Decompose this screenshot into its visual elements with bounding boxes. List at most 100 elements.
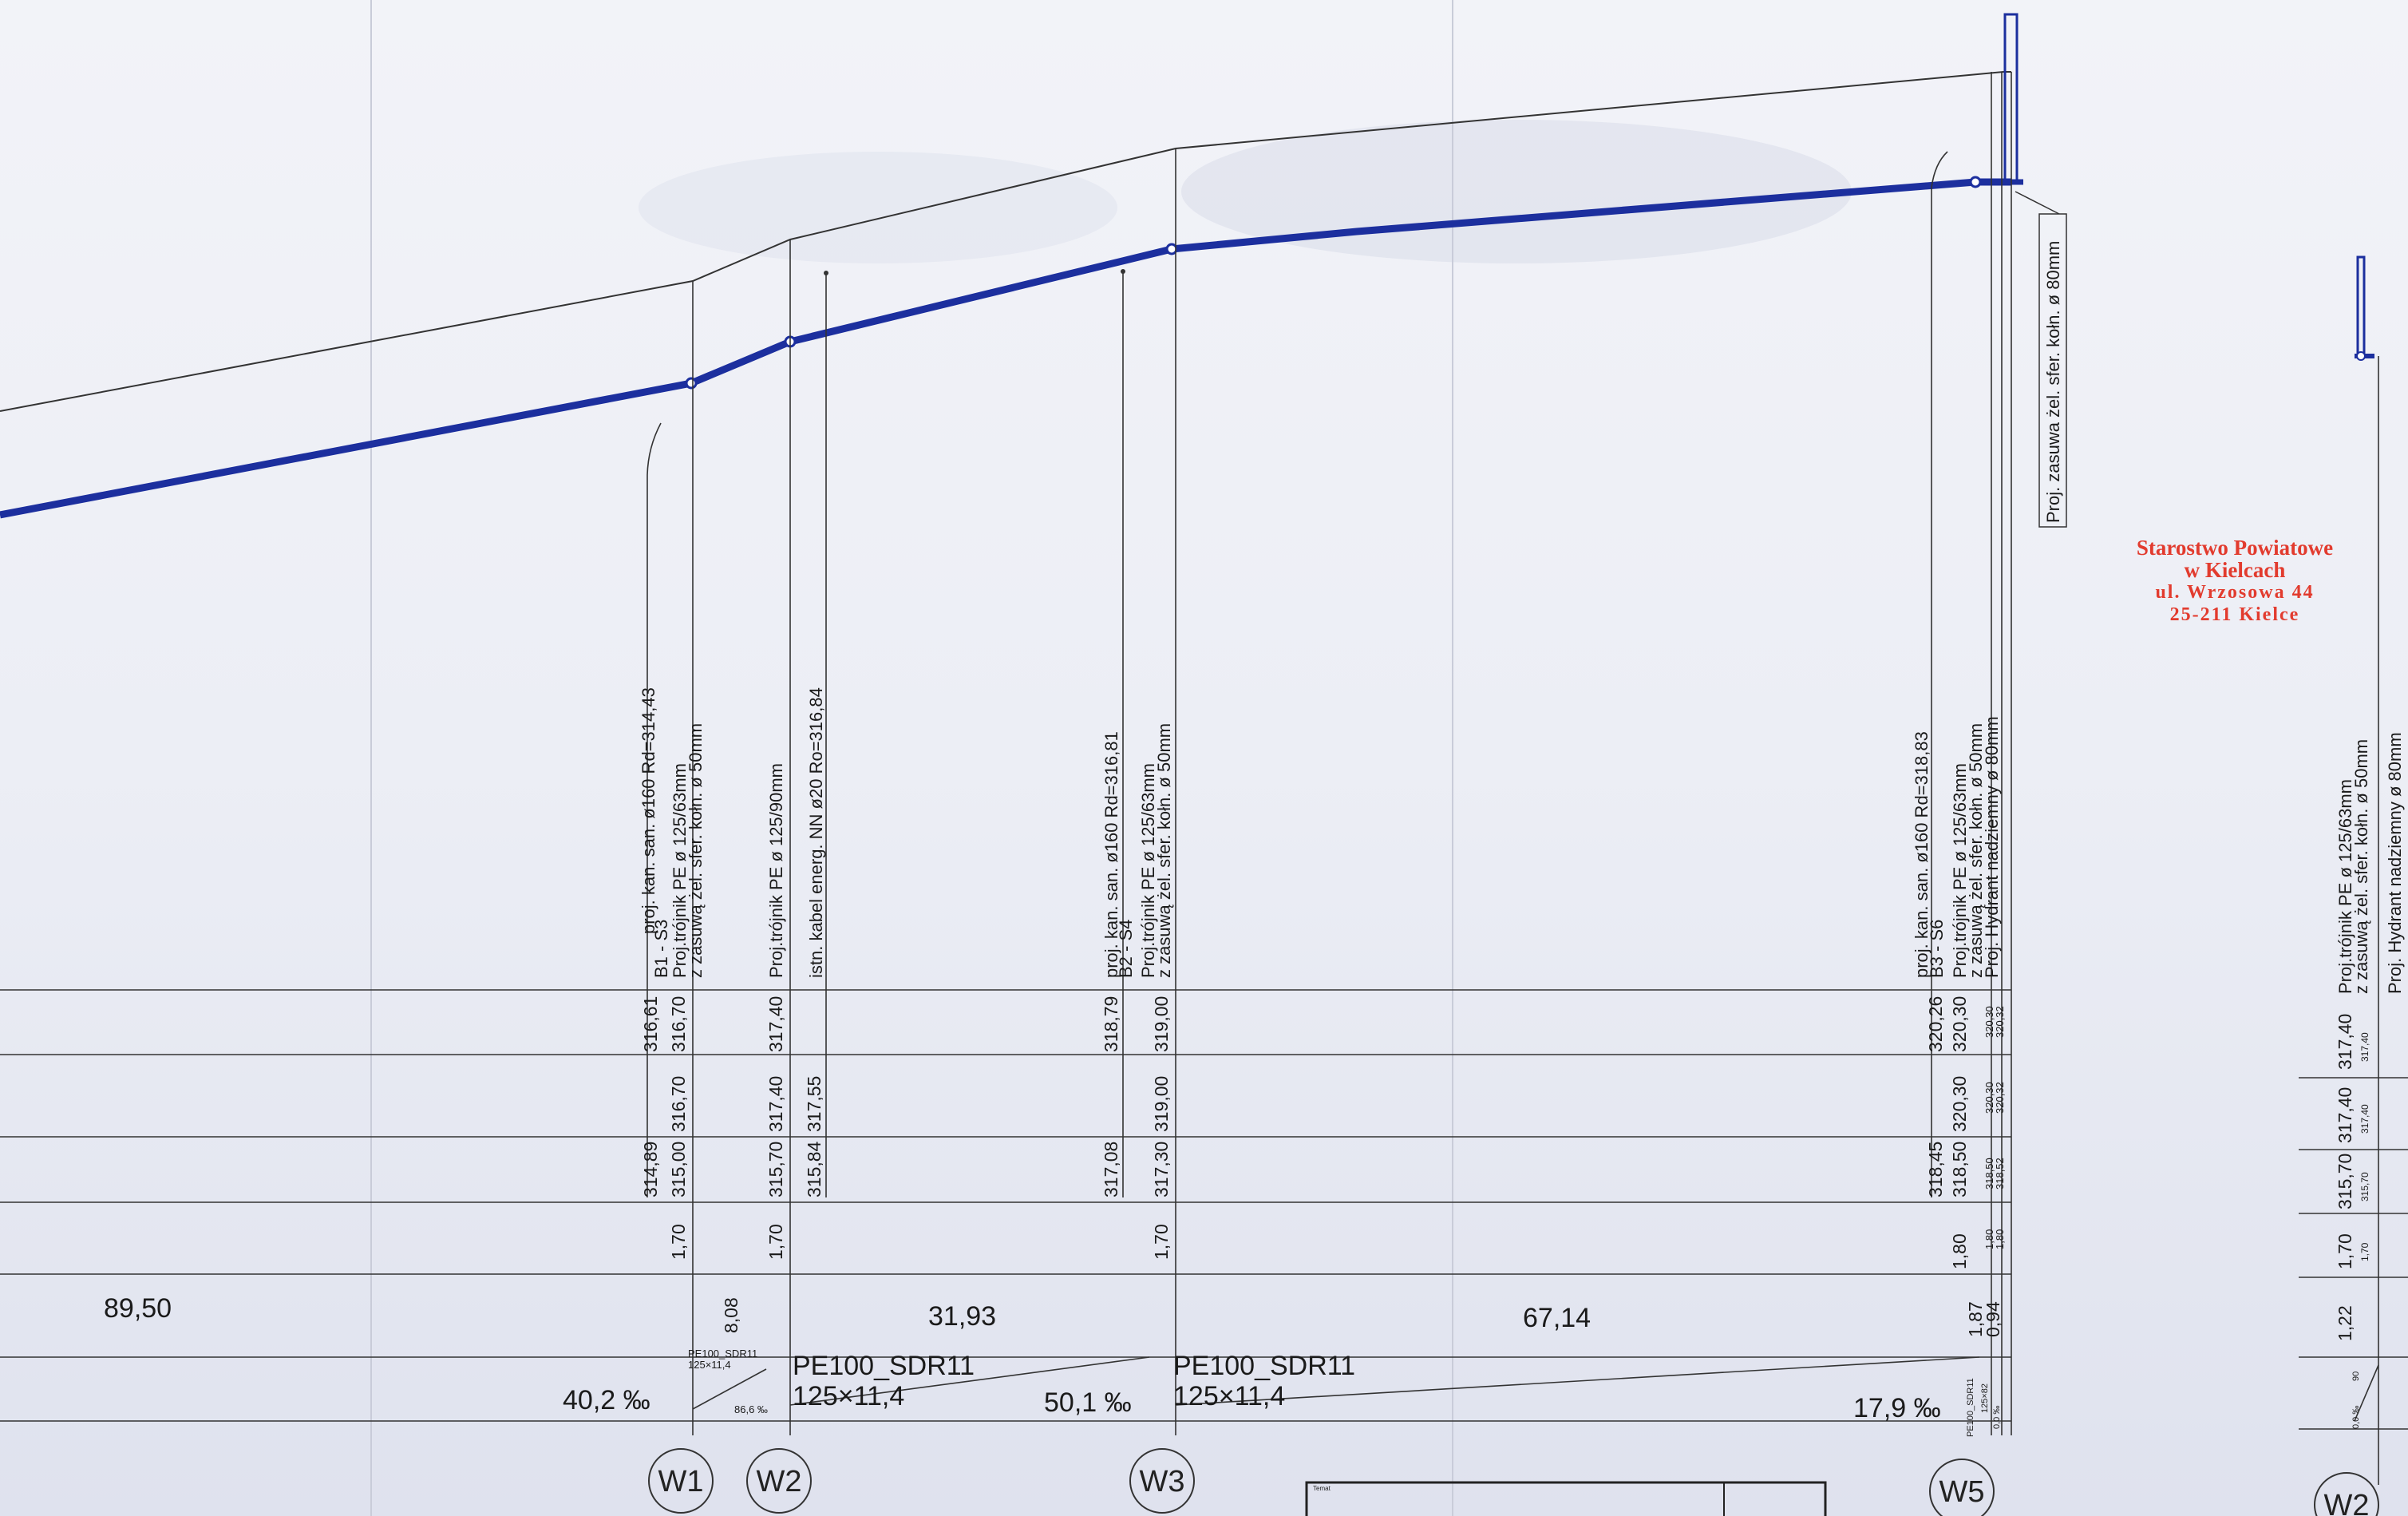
distance-value: 0,94	[1983, 1301, 2003, 1337]
node-label-w1: W1	[658, 1465, 704, 1498]
table-value: 320,30	[1949, 996, 1970, 1052]
slope-value-small: 125×82	[1980, 1383, 1990, 1413]
pipe-node	[1969, 176, 1982, 188]
distance-value: 89,50	[104, 1293, 172, 1324]
table-value-small: 320,30	[1983, 1082, 1995, 1114]
table-value: 315,84	[804, 1141, 824, 1197]
table-value: 1,70	[1151, 1224, 1172, 1260]
node-label-w2-right: W2	[2324, 1489, 2370, 1516]
annotation-w2b-hydrant: Proj. Hydrant nadziemny ø 80mm	[2385, 732, 2405, 994]
annotation-w1-san-b: B1 - S3	[651, 920, 671, 978]
table-value-small: 318,52	[1994, 1158, 2006, 1189]
table-value-small: 1,80	[1994, 1229, 2006, 1249]
table-value: 318,79	[1101, 996, 1121, 1052]
table-value: 1,70	[765, 1224, 786, 1260]
annotation-w1-tee: Proj.trójnik PE ø 125/63mm	[670, 763, 690, 978]
table-value: 318,50	[1949, 1142, 1970, 1197]
valve-label-box	[2038, 213, 2067, 528]
annotation-w2b-tee-b: z zasuwą żel. sfer. kołn. ø 50mm	[2351, 739, 2371, 994]
fold-lines	[370, 0, 1453, 1516]
annotation-w5-san: proj. kan. san. ø160 Rd=318,83	[1912, 731, 1932, 978]
pipe-node	[685, 377, 698, 390]
table-value: 320,30	[1949, 1076, 1970, 1132]
annotation-w3-tee-b: z zasuwą żel. sfer. kołn. ø 50mm	[1154, 723, 1174, 978]
annotation-w5-valve: Proj. zasuwa żel. sfer. kołn. ø 80mm	[2043, 241, 2063, 523]
slope-value-small: 0,0 ‰	[1992, 1406, 2002, 1429]
table-value: 1,80	[1949, 1233, 1970, 1269]
table-value: 317,40	[2335, 1087, 2355, 1143]
pipe-node	[2356, 351, 2366, 361]
slope-value: 17,9 ‰	[1853, 1393, 1941, 1423]
table-value: 317,40	[2335, 1014, 2355, 1070]
slope-value: 40,2 ‰	[563, 1385, 650, 1415]
table-value: 1,70	[668, 1224, 689, 1260]
table-value-small: 317,40	[2359, 1032, 2370, 1062]
table-value-small: 320,30	[1983, 1006, 1995, 1038]
table-value: 314,89	[640, 1142, 661, 1197]
annotation-w1-tee-b: z zasuwą żel. sfer. kołn. ø 50mm	[686, 723, 706, 978]
table-value: 316,70	[668, 996, 689, 1052]
title-block-label: Temat	[1313, 1485, 1331, 1492]
table-value-small: 320,32	[1994, 1006, 2006, 1038]
table-value-small: 317,40	[2359, 1104, 2370, 1134]
annotation-w2b-tee: Proj.trójnik PE ø 125/63mm	[2335, 779, 2355, 994]
table-value: 315,70	[765, 1142, 786, 1197]
pipe-label-small: 125×11,4	[688, 1359, 731, 1371]
table-value: 320,26	[1925, 996, 1946, 1052]
scan-shadow	[1181, 120, 1852, 263]
table-value-small: 318,50	[1983, 1158, 1995, 1189]
annotation-w2-cable: istn. kabel energ. NN ø20 Ro=316,84	[806, 687, 826, 978]
scan-shadow	[639, 152, 1117, 263]
table-value-small: 1,80	[1983, 1229, 1995, 1249]
table-value: 317,40	[765, 1076, 786, 1132]
slope-value: 50,1 ‰	[1044, 1387, 1132, 1418]
slope-value-small: 86,6 ‰	[734, 1403, 768, 1415]
cable-marker	[824, 271, 828, 275]
stamp-line-3: ul. Wrzosowa 44	[2155, 582, 2315, 603]
table-value: 315,00	[668, 1142, 689, 1197]
stamp-line-1: Starostwo Powiatowe	[2136, 536, 2334, 560]
annotation-w1-san: proj. kan. san. ø160 Rd=314,43	[639, 687, 658, 934]
table-value: 319,00	[1151, 996, 1172, 1052]
table-value-small: 320,32	[1994, 1082, 2006, 1114]
table-value: 319,00	[1151, 1076, 1172, 1132]
table-value: 317,08	[1101, 1142, 1121, 1197]
distance-value: 8,08	[721, 1297, 741, 1333]
distance-value: 1,87	[1965, 1301, 1986, 1337]
annotation-w2-tee: Proj.trójnik PE ø 125/90mm	[766, 763, 786, 978]
valve-leader	[2015, 191, 2060, 215]
table-value: 317,30	[1151, 1142, 1172, 1197]
table-value-small: 1,70	[2359, 1242, 2370, 1261]
annotation-w5-tee: Proj.trójnik PE ø 125/63mm	[1950, 763, 1970, 978]
pipe-label: PE100_SDR11	[793, 1351, 975, 1381]
pipe-node	[1165, 243, 1178, 255]
table-value: 317,55	[804, 1076, 824, 1132]
node-label-w5: W5	[1939, 1475, 1985, 1509]
pipe-label-small: PE100_SDR11	[688, 1348, 757, 1360]
table-value: 317,40	[765, 996, 786, 1052]
stamp-line-4: 25-211 Kielce	[2169, 604, 2300, 625]
slope-value-small: 0,0 ‰	[2351, 1406, 2361, 1429]
title-block	[1305, 1481, 1827, 1516]
pipe-label: PE100_SDR11	[1173, 1351, 1355, 1381]
table-value: 318,45	[1925, 1142, 1946, 1197]
annotation-w5-hydrant: Proj. Hydrant nadziemny ø 80mm	[1982, 716, 2002, 978]
table-value-small: 315,70	[2359, 1172, 2370, 1201]
distance-value: 67,14	[1523, 1303, 1591, 1333]
station-lines	[646, 72, 2379, 1485]
official-stamp: Starostwo Powiatowe w Kielcach ul. Wrzos…	[2083, 536, 2386, 626]
slope-value-small: PE100_SDR11	[1966, 1378, 1975, 1437]
table-value: 315,70	[2335, 1154, 2355, 1209]
distance-value: 31,93	[928, 1301, 996, 1332]
slope-value-small: 90	[2351, 1372, 2361, 1381]
annotation-w3-san-b: B2 - S4	[1116, 920, 1136, 978]
stamp-line-2: w Kielcach	[2184, 558, 2286, 582]
annotation-w3-tee: Proj.trójnik PE ø 125/63mm	[1138, 763, 1158, 978]
distance-value: 1,22	[2335, 1305, 2355, 1341]
pipe-label: 125×11,4	[793, 1381, 904, 1411]
annotation-w5-san-b: B3 - S6	[1927, 920, 1947, 978]
table-value: 316,70	[668, 1076, 689, 1132]
pipe-label: 125×11,4	[1173, 1381, 1285, 1411]
